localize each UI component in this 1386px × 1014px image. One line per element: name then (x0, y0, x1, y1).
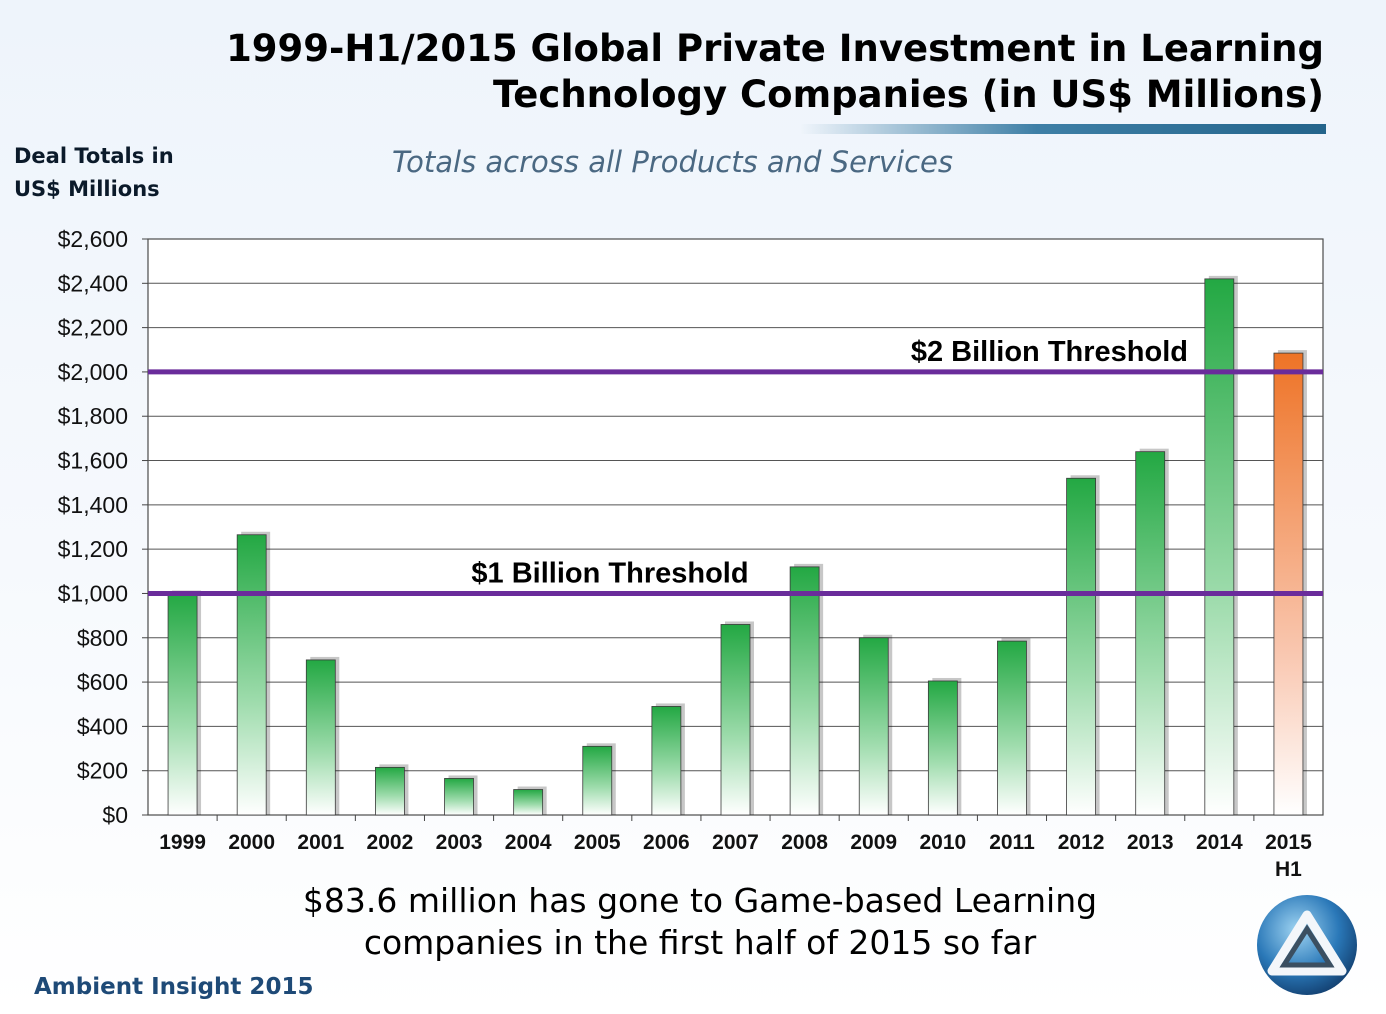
y-axis-title-line-1: Deal Totals in (14, 144, 174, 168)
x-tick-label: 2015 (1265, 831, 1312, 854)
bar (1204, 278, 1235, 816)
bar (858, 637, 889, 816)
title-line-2: Technology Companies (in US$ Millions) (492, 73, 1324, 116)
x-tick-label: 2007 (712, 831, 759, 854)
y-tick-label: $1,400 (58, 492, 128, 518)
x-tick-label: 1999 (159, 831, 206, 854)
x-tick-label: 2010 (919, 831, 966, 854)
x-tick-label: 2004 (505, 831, 552, 854)
bar (167, 593, 198, 816)
x-tick-label: H1 (1275, 858, 1302, 881)
x-tick-label: 2012 (1058, 831, 1105, 854)
x-tick-label: 2008 (781, 831, 828, 854)
bar (305, 659, 336, 816)
x-tick-label: 2011 (989, 831, 1035, 854)
y-tick-label: $0 (102, 802, 128, 828)
x-tick-label: 2005 (574, 831, 621, 854)
x-tick-label: 2002 (367, 831, 414, 854)
bar (236, 534, 267, 816)
x-tick-label: 2001 (297, 831, 344, 854)
y-tick-label: $800 (77, 625, 128, 651)
x-tick-label: 2014 (1196, 831, 1243, 854)
bar (582, 745, 613, 816)
bar (720, 624, 751, 816)
caption: $83.6 million has gone to Game-based Lea… (240, 880, 1160, 964)
y-tick-label: $1,000 (58, 580, 128, 606)
footer-credit: Ambient Insight 2015 (34, 974, 314, 1000)
y-tick-label: $1,800 (58, 403, 128, 429)
y-tick-label: $1,600 (58, 448, 128, 474)
y-tick-label: $2,000 (58, 359, 128, 385)
y-axis-title-line-2: US$ Millions (14, 177, 160, 201)
bar (1066, 477, 1096, 816)
y-tick-label: $2,600 (58, 226, 128, 252)
y-tick-label: $600 (77, 669, 128, 695)
chart-subtitle: Totals across all Products and Services (392, 145, 953, 179)
ambient-insight-logo (1257, 895, 1357, 995)
threshold-label: $1 Billion Threshold (471, 557, 748, 589)
title-underline (800, 124, 1326, 134)
bar-highlight (1273, 352, 1304, 816)
threshold-label: $2 Billion Threshold (911, 336, 1188, 368)
bar (444, 778, 474, 816)
caption-line-2: companies in the first half of 2015 so f… (363, 923, 1037, 962)
title-line-1: 1999-H1/2015 Global Private Investment i… (226, 27, 1324, 70)
y-tick-label: $400 (77, 713, 128, 739)
bar (651, 706, 682, 816)
caption-line-1: $83.6 million has gone to Game-based Lea… (302, 881, 1098, 920)
y-tick-label: $2,200 (58, 315, 128, 341)
bar (375, 766, 405, 816)
x-tick-label: 2000 (228, 831, 275, 854)
bar (513, 789, 544, 816)
x-tick-label: 2006 (643, 831, 690, 854)
y-tick-label: $1,200 (58, 536, 128, 562)
bar (789, 566, 820, 816)
chart-title: 1999-H1/2015 Global Private Investment i… (144, 26, 1324, 118)
bar (997, 640, 1027, 816)
y-axis-title: Deal Totals in US$ Millions (14, 140, 174, 206)
x-tick-label: 2003 (436, 831, 483, 854)
bar (1135, 451, 1166, 816)
x-tick-label: 2013 (1127, 831, 1174, 854)
bar (927, 680, 958, 816)
x-tick-label: 2009 (850, 831, 897, 854)
y-tick-label: $200 (77, 758, 128, 784)
y-tick-label: $2,400 (58, 270, 128, 296)
